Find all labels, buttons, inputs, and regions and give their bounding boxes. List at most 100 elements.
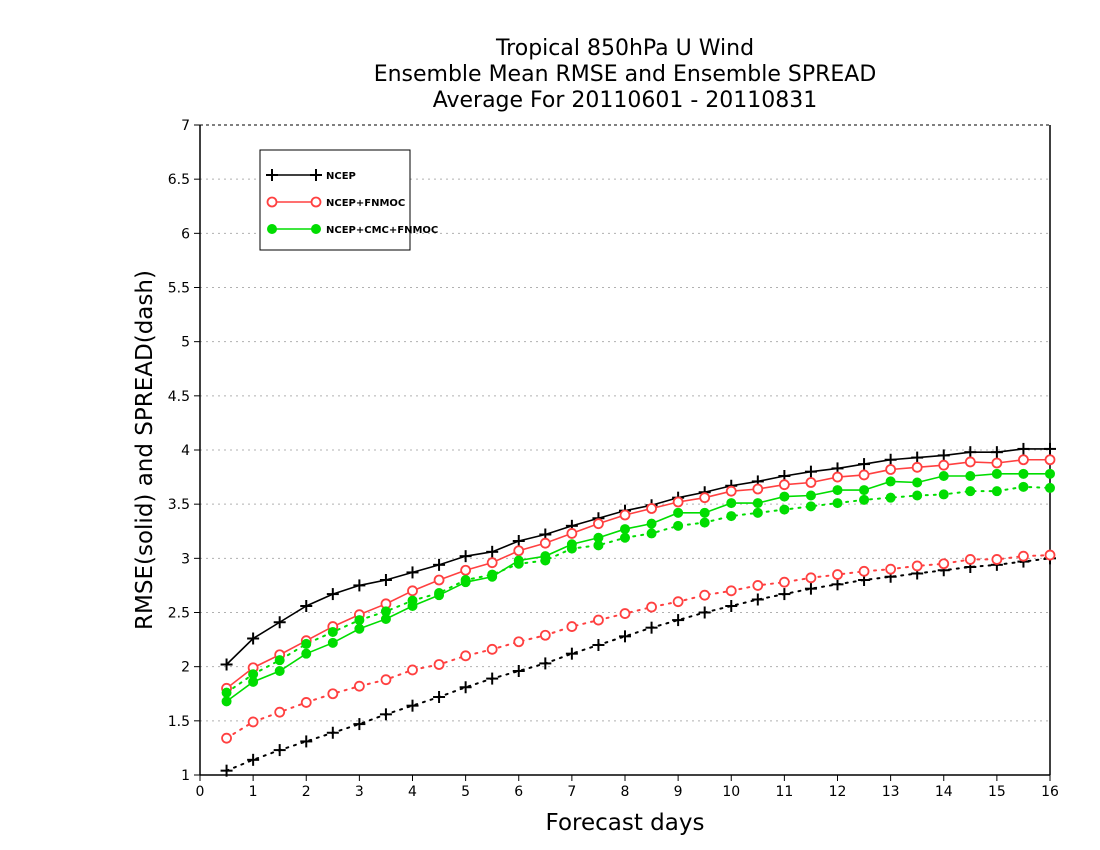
chart-title-line-2: Ensemble Mean RMSE and Ensemble SPREAD [373, 62, 877, 87]
series-ncep-fnmoc-spread-point [380, 674, 392, 686]
series-ncep-fnmoc-rmse-point [858, 469, 870, 481]
y-tick-label: 4.5 [168, 389, 190, 405]
series-ncep-spread-point [433, 691, 446, 703]
series-ncep-spread-point [751, 593, 764, 606]
series-ncep-fnmoc-spread-point [991, 554, 1003, 565]
series-ncep-cmc-fnmoc-rmse-point [354, 623, 365, 634]
x-tick-label: 3 [355, 784, 364, 800]
series-ncep-fnmoc-rmse-point [805, 477, 817, 488]
series-ncep-fnmoc-spread-point [832, 569, 843, 580]
series-ncep-rmse-point [1044, 442, 1056, 455]
x-tick-label: 13 [882, 784, 900, 800]
series-ncep-cmc-fnmoc-spread-point [779, 504, 790, 515]
series-ncep-fnmoc-spread-point [725, 585, 737, 597]
series-ncep-fnmoc-rmse-point [593, 518, 604, 530]
series-ncep-spread-point [326, 726, 339, 739]
series-ncep-fnmoc-rmse-point [725, 485, 737, 497]
series-ncep-fnmoc-rmse-point [964, 456, 976, 468]
series-ncep-fnmoc-spread-point [858, 565, 870, 577]
series-ncep-cmc-fnmoc-spread-line [225, 485, 1051, 694]
series-ncep-fnmoc-rmse-point [513, 545, 525, 557]
series-ncep-fnmoc-rmse-point [539, 537, 551, 549]
series-ncep-rmse-point [804, 465, 817, 478]
x-tick-label: 11 [775, 784, 793, 800]
series-ncep-fnmoc-rmse-point [646, 503, 657, 514]
series-ncep-spread-point [220, 764, 233, 777]
x-tick-label: 7 [567, 784, 576, 800]
series-ncep-fnmoc-spread-point [407, 664, 418, 676]
series-ncep-spread-point [672, 614, 685, 627]
y-tick-label: 4 [181, 443, 190, 459]
series-ncep-cmc-fnmoc-rmse-point [938, 471, 949, 481]
y-tick-label: 2.5 [168, 606, 190, 622]
series-ncep-fnmoc-spread-point [353, 680, 365, 692]
series-ncep-cmc-fnmoc-rmse-point [832, 485, 843, 496]
series-ncep-fnmoc-rmse-point [885, 464, 897, 475]
series-ncep-rmse-point [353, 579, 366, 592]
series-ncep-rmse-point [459, 550, 472, 563]
series-ncep-spread-point [804, 582, 817, 595]
series-ncep-fnmoc-spread-point [433, 659, 445, 670]
x-axis-label: Forecast days [545, 810, 705, 836]
series-ncep-cmc-fnmoc-rmse-point [540, 551, 551, 562]
series-ncep-cmc-fnmoc-rmse-point [566, 539, 577, 550]
series-ncep-cmc-fnmoc-rmse-point [434, 590, 445, 601]
x-tick-label: 5 [461, 784, 470, 800]
legend-label: NCEP [326, 171, 356, 182]
series-ncep-fnmoc-spread-point [300, 697, 312, 708]
series-ncep-rmse-point [512, 535, 525, 547]
series-ncep-cmc-fnmoc-rmse-point [673, 507, 684, 518]
series-ncep-cmc-fnmoc-rmse-point [646, 518, 657, 529]
legend-marker [266, 169, 278, 181]
series-ncep-rmse-point [486, 545, 499, 558]
series-ncep-cmc-fnmoc-rmse-point [1045, 468, 1055, 479]
y-tick-label: 1.5 [168, 714, 190, 730]
series-ncep-fnmoc-spread-point [1044, 549, 1056, 561]
series-ncep-fnmoc-rmse-point [1044, 454, 1056, 466]
x-tick-label: 10 [722, 784, 740, 800]
series-ncep-fnmoc-rmse-point [460, 564, 472, 576]
series-ncep-cmc-fnmoc-spread-point [1045, 482, 1055, 493]
legend: NCEP NCEP+FNMOC NCEP+CMC+FNMOC [259, 149, 438, 251]
series-ncep-spread-point [725, 600, 738, 612]
series-ncep-rmse-point [406, 566, 419, 579]
series-ncep-fnmoc-spread-point [646, 601, 657, 613]
series-ncep-spread-point [379, 708, 392, 721]
series-ncep-fnmoc-spread-point [619, 608, 631, 619]
series-ncep-fnmoc-spread-point [885, 563, 897, 575]
series-ncep-cmc-fnmoc-rmse-point [407, 601, 418, 611]
series-ncep-rmse-point [990, 446, 1003, 459]
y-tick-label: 3 [181, 551, 190, 567]
series-ncep-fnmoc-spread-point [460, 650, 472, 662]
series-ncep-spread-point [300, 735, 313, 748]
series-ncep-cmc-fnmoc-rmse-point [965, 471, 976, 481]
chart-title-line-3: Average For 20110601 - 20110831 [432, 88, 818, 113]
series-ncep-fnmoc-spread-point [221, 732, 232, 744]
series-ncep-rmse-point [1017, 442, 1030, 455]
series-ncep-cmc-fnmoc-spread-point [885, 492, 896, 503]
series-ncep-fnmoc-rmse-point [566, 528, 578, 539]
series-ncep-rmse-point [911, 451, 924, 464]
series-ncep-spread-point [539, 657, 552, 670]
legend-marker [311, 224, 321, 234]
series-ncep-fnmoc-spread-point [486, 643, 498, 655]
y-tick-label: 6 [181, 226, 190, 242]
x-tick-label: 6 [514, 784, 523, 800]
series-ncep-cmc-fnmoc-spread-point [327, 627, 338, 637]
series-ncep-fnmoc-rmse-point [778, 479, 790, 491]
series-ncep-rmse-point [964, 446, 977, 459]
y-tick-label: 2 [181, 660, 190, 676]
series-ncep-rmse-point [433, 558, 446, 571]
series-ncep-spread-point [353, 718, 366, 731]
series-ncep-cmc-fnmoc-spread-point [354, 615, 365, 626]
series-ncep-cmc-fnmoc-rmse-point [487, 571, 498, 582]
legend-marker [310, 169, 322, 181]
series-ncep-cmc-fnmoc-spread-point [965, 486, 976, 497]
series-ncep-fnmoc-spread-point [778, 576, 790, 588]
series-ncep-cmc-fnmoc-rmse-point [248, 676, 259, 687]
y-tick-label: 5.5 [168, 281, 190, 297]
series-ncep-cmc-fnmoc-spread-point [752, 507, 763, 518]
series-ncep-cmc-fnmoc-rmse-point [593, 532, 604, 543]
series-ncep-cmc-fnmoc-rmse-point [699, 507, 710, 518]
